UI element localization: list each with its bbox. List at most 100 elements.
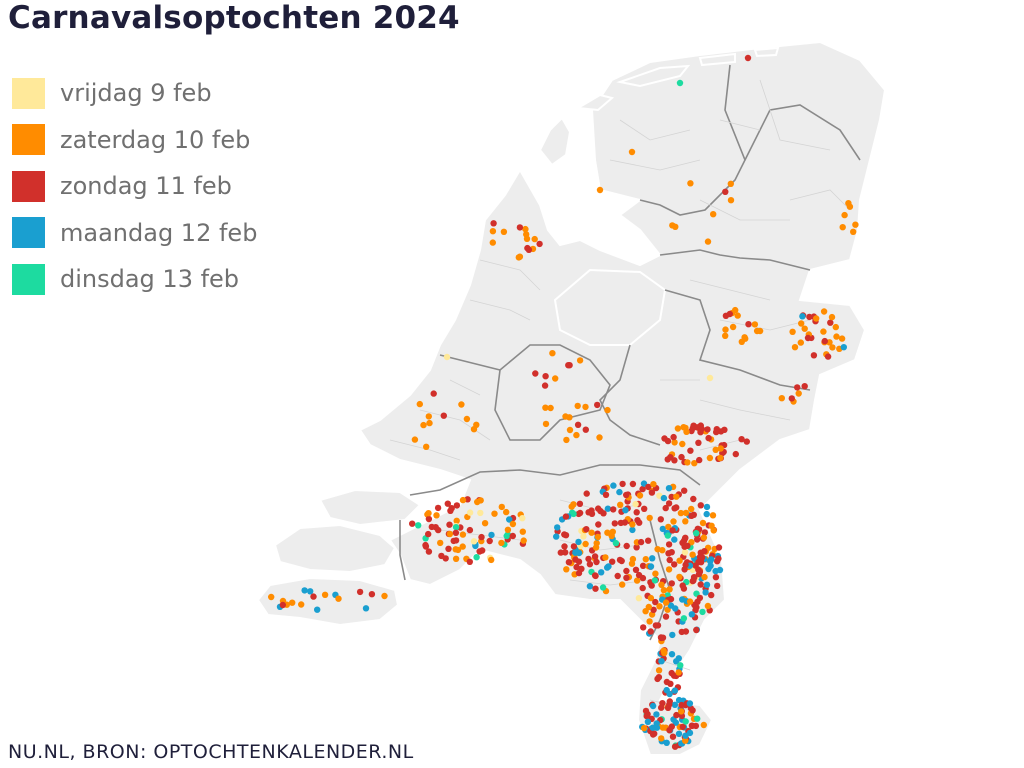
parade-marker bbox=[673, 711, 680, 719]
parade-marker bbox=[701, 548, 708, 555]
parade-marker bbox=[523, 235, 531, 242]
parade-marker bbox=[743, 438, 750, 445]
parade-marker bbox=[676, 573, 683, 581]
parade-marker bbox=[565, 559, 573, 566]
parade-marker bbox=[671, 439, 678, 446]
parade-marker bbox=[642, 608, 649, 615]
parade-marker bbox=[442, 555, 449, 562]
parade-marker bbox=[795, 390, 802, 397]
parade-marker bbox=[473, 421, 480, 428]
parade-marker bbox=[696, 594, 704, 602]
parade-marker bbox=[695, 558, 702, 566]
parade-marker bbox=[682, 718, 689, 725]
parade-marker bbox=[665, 485, 673, 492]
parade-marker bbox=[646, 514, 653, 522]
parade-marker bbox=[604, 505, 612, 512]
parade-marker bbox=[722, 326, 729, 333]
parade-marker bbox=[693, 626, 700, 634]
parade-marker bbox=[845, 200, 852, 207]
flevoland bbox=[553, 268, 667, 346]
parade-marker bbox=[459, 531, 467, 538]
parade-marker bbox=[618, 557, 625, 565]
parade-marker bbox=[695, 439, 702, 446]
legend-label: zaterdag 10 feb bbox=[60, 125, 251, 154]
parade-marker bbox=[446, 521, 453, 528]
parade-marker bbox=[686, 700, 694, 707]
parade-marker bbox=[636, 492, 644, 499]
parade-marker bbox=[605, 563, 612, 570]
parade-marker bbox=[639, 485, 646, 493]
parade-marker bbox=[335, 595, 342, 602]
parade-marker bbox=[547, 404, 554, 412]
parade-marker bbox=[466, 509, 474, 516]
legend-swatch bbox=[12, 170, 45, 202]
parade-marker bbox=[488, 556, 495, 564]
legend-item-zondag: zondag 11 feb bbox=[12, 163, 257, 210]
parade-marker bbox=[633, 577, 641, 584]
parade-marker bbox=[678, 701, 685, 709]
parade-marker bbox=[701, 529, 708, 536]
parade-marker bbox=[660, 587, 668, 594]
legend-item-vrijdag: vrijdag 9 feb bbox=[12, 70, 257, 117]
parade-marker bbox=[745, 321, 752, 328]
parade-marker bbox=[623, 491, 630, 499]
parade-marker bbox=[738, 436, 745, 443]
parade-marker bbox=[665, 500, 673, 507]
parade-marker bbox=[838, 335, 846, 342]
parade-marker bbox=[542, 373, 549, 380]
parade-marker bbox=[658, 735, 665, 742]
parade-marker bbox=[650, 481, 657, 488]
parade-marker bbox=[732, 450, 739, 458]
legend-label: maandag 12 feb bbox=[60, 218, 258, 247]
parade-marker bbox=[504, 526, 512, 533]
parade-marker bbox=[676, 79, 684, 87]
parade-marker bbox=[675, 730, 683, 737]
parade-marker bbox=[652, 598, 659, 606]
parade-marker bbox=[680, 424, 687, 431]
parade-marker bbox=[576, 509, 584, 517]
parade-marker bbox=[542, 420, 550, 428]
parade-marker bbox=[610, 482, 617, 489]
parade-marker bbox=[616, 488, 623, 496]
parade-marker bbox=[828, 313, 836, 321]
municipality-lines-east bbox=[660, 279, 811, 451]
parade-marker bbox=[668, 493, 675, 501]
parade-marker bbox=[574, 402, 581, 410]
parade-marker bbox=[679, 440, 686, 448]
parade-marker bbox=[509, 520, 517, 528]
parade-marker bbox=[525, 246, 533, 253]
parade-marker bbox=[608, 532, 615, 540]
legend-label: dinsdag 13 feb bbox=[60, 265, 240, 294]
legend: vrijdag 9 feb zaterdag 10 feb zondag 11 … bbox=[12, 70, 257, 303]
parade-marker bbox=[268, 593, 275, 601]
parade-marker bbox=[612, 539, 620, 547]
parade-marker bbox=[583, 526, 590, 533]
parade-marker bbox=[670, 433, 677, 441]
parade-marker bbox=[440, 412, 447, 419]
parade-marker bbox=[425, 515, 433, 523]
parade-marker bbox=[703, 510, 710, 518]
parade-marker bbox=[789, 328, 796, 335]
parade-marker bbox=[681, 549, 689, 556]
parade-marker bbox=[679, 723, 686, 730]
parade-marker bbox=[824, 353, 832, 360]
parade-marker bbox=[667, 595, 675, 603]
parade-marker bbox=[531, 235, 538, 243]
parade-marker bbox=[672, 223, 679, 230]
parade-marker bbox=[554, 524, 561, 531]
parade-marker bbox=[381, 592, 388, 600]
parade-marker bbox=[660, 494, 668, 502]
parade-marker bbox=[411, 436, 419, 443]
parade-marker bbox=[452, 546, 459, 553]
parade-marker bbox=[707, 562, 714, 569]
parade-marker bbox=[703, 503, 711, 511]
parade-marker bbox=[633, 544, 640, 551]
parade-marker bbox=[674, 425, 682, 432]
parade-marker bbox=[801, 325, 808, 332]
parade-marker bbox=[722, 188, 729, 195]
parade-marker bbox=[444, 500, 451, 507]
parade-marker bbox=[629, 526, 636, 534]
parade-marker bbox=[576, 500, 584, 507]
parade-marker bbox=[570, 543, 578, 550]
legend-item-zaterdag: zaterdag 10 feb bbox=[12, 117, 257, 164]
